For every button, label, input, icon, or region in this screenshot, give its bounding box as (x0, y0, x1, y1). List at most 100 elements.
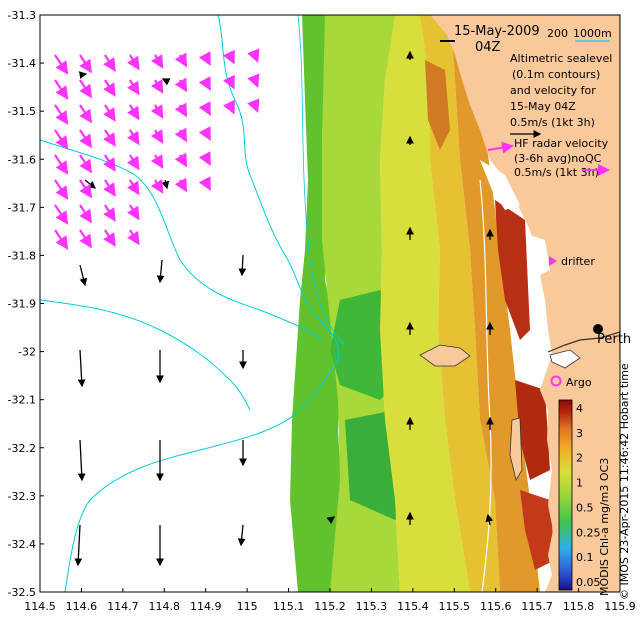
hf-radar-arrow (198, 176, 211, 191)
altimetry-arrow (161, 78, 171, 86)
x-tick-label: 114.8 (149, 600, 181, 613)
hf-radar-arrow (150, 104, 164, 119)
time-label: 04Z (475, 40, 501, 55)
hf-legend-line: (3-6h avg)noQC (514, 152, 602, 165)
hf-radar-arrow (150, 154, 164, 169)
colorbar-tick-label: 0.25 (576, 526, 601, 539)
hf-legend-arrow-icon (487, 141, 514, 154)
y-tick-label: -31.4 (8, 57, 36, 70)
coastal-gap (480, 160, 520, 210)
altimetry-arrow (237, 524, 246, 547)
contour-1000m (64, 15, 339, 592)
hf-radar-arrow (174, 127, 188, 143)
hf-radar-arrow (103, 79, 116, 97)
hf-radar-arrow (54, 54, 69, 75)
hf-radar-arrow (54, 179, 69, 200)
hf-radar-arrow (126, 79, 140, 96)
hf-radar-arrow (79, 129, 93, 149)
depth-legend-1000-label: 1000m (573, 27, 612, 40)
altimetry-legend: Altimetric sealevel (0.1m contours) and … (510, 52, 612, 129)
hf-radar-arrow (54, 204, 69, 225)
x-tick-label: 115.9 (604, 600, 636, 613)
hf-radar-arrow (174, 52, 188, 68)
hf-radar-arrow (150, 79, 164, 94)
y-tick-label: -31.6 (8, 153, 36, 166)
hf-radar-arrow (54, 154, 69, 175)
hf-legend: HF radar velocity (3-6h avg)noQC 0.5m/s … (514, 137, 609, 179)
hf-radar-arrow (103, 229, 116, 247)
x-tick-label: 114.7 (107, 600, 139, 613)
hf-radar-arrow (54, 129, 69, 150)
altimetry-velocity-arrows (74, 50, 494, 567)
colorbar-tick-label: 0.1 (576, 551, 594, 564)
hf-radar-arrow (150, 129, 164, 144)
hf-radar-arrow (103, 104, 116, 122)
x-tick-label: 115.8 (563, 600, 595, 613)
x-tick-label: 115.5 (439, 600, 471, 613)
altimetry-arrow (326, 516, 336, 525)
x-tick-label: 115.6 (480, 600, 512, 613)
hf-radar-arrow (54, 104, 69, 125)
x-axis: 114.5 114.6 114.7 114.8 114.9 115 115.1 115.2 11… (24, 588, 636, 613)
hf-radar-arrow (126, 54, 140, 71)
hf-radar-arrow (150, 54, 164, 69)
y-tick-label: -32 (18, 346, 36, 359)
colorbar (558, 399, 573, 591)
altimetry-arrow (77, 349, 86, 388)
hf-radar-arrow (126, 104, 140, 121)
hf-radar-velocity-arrows (54, 48, 260, 250)
garden-island (509, 417, 523, 482)
land-mass (430, 15, 620, 592)
coastal-gap (530, 235, 550, 275)
hf-radar-arrow (79, 154, 93, 174)
drifter-label: drifter (561, 255, 595, 268)
contour-1000m (40, 299, 251, 411)
hf-radar-arrow (79, 179, 93, 199)
colorbar-tick-label: 0.5 (576, 501, 594, 514)
hf-radar-arrow (222, 99, 235, 115)
hf-radar-arrow (79, 204, 93, 224)
hf-radar-arrow (103, 179, 116, 197)
y-tick-label: -31.7 (8, 201, 36, 214)
swan-river-estuary (549, 349, 581, 369)
hf-radar-arrow (247, 98, 260, 114)
hf-radar-arrow (103, 154, 116, 172)
colorbar-tick-label: 3 (576, 427, 583, 440)
altimetry-legend-line: Altimetric sealevel (510, 52, 612, 65)
hf-radar-arrow (174, 77, 188, 93)
y-tick-label: -32.4 (8, 538, 36, 551)
hf-radar-arrow (247, 48, 260, 64)
hf-radar-arrow (54, 229, 69, 250)
altimetry-arrow (161, 179, 170, 190)
rottnest-island (419, 344, 471, 367)
colorbar-ticks: 4 3 2 1 0.5 0.25 0.1 0.05 (576, 402, 601, 589)
altimetry-legend-line: and velocity for (510, 84, 596, 97)
contour-200m (297, 15, 346, 346)
hf-radar-arrow (126, 129, 140, 146)
hf-radar-arrow (150, 179, 164, 194)
y-tick-label: -32.2 (8, 442, 36, 455)
hf-radar-arrow (79, 54, 93, 74)
x-tick-label: 115.4 (397, 600, 429, 613)
hf-radar-arrow (79, 104, 93, 124)
hf-radar-arrow (174, 177, 188, 193)
y-tick-label: -31.3 (8, 9, 36, 22)
x-tick-label: 115.1 (273, 600, 305, 613)
hf-radar-arrow (222, 74, 235, 90)
altimetry-arrow (238, 254, 247, 277)
hf-radar-arrow (198, 101, 211, 116)
y-tick-label: -31.5 (8, 105, 36, 118)
city-label: Perth (597, 332, 631, 347)
y-tick-label: -31.8 (8, 249, 36, 262)
y-tick-label: -31.9 (8, 298, 36, 311)
hf-radar-arrow (198, 126, 211, 141)
x-tick-label: 114.9 (190, 600, 222, 613)
y-axis: -31.3 -31.4 -31.5 -31.6 -31.7 -31.8 -31.9 -32 -3… (8, 9, 44, 599)
hf-radar-arrow (79, 79, 93, 99)
hf-radar-arrow (174, 102, 188, 118)
argo-marker-icon (550, 375, 562, 387)
hf-legend-line: HF radar velocity (514, 137, 609, 150)
depth-legend-200-label: 200 (547, 27, 568, 40)
colorbar-tick-label: 0.05 (576, 576, 601, 589)
hf-radar-arrow (103, 129, 116, 147)
